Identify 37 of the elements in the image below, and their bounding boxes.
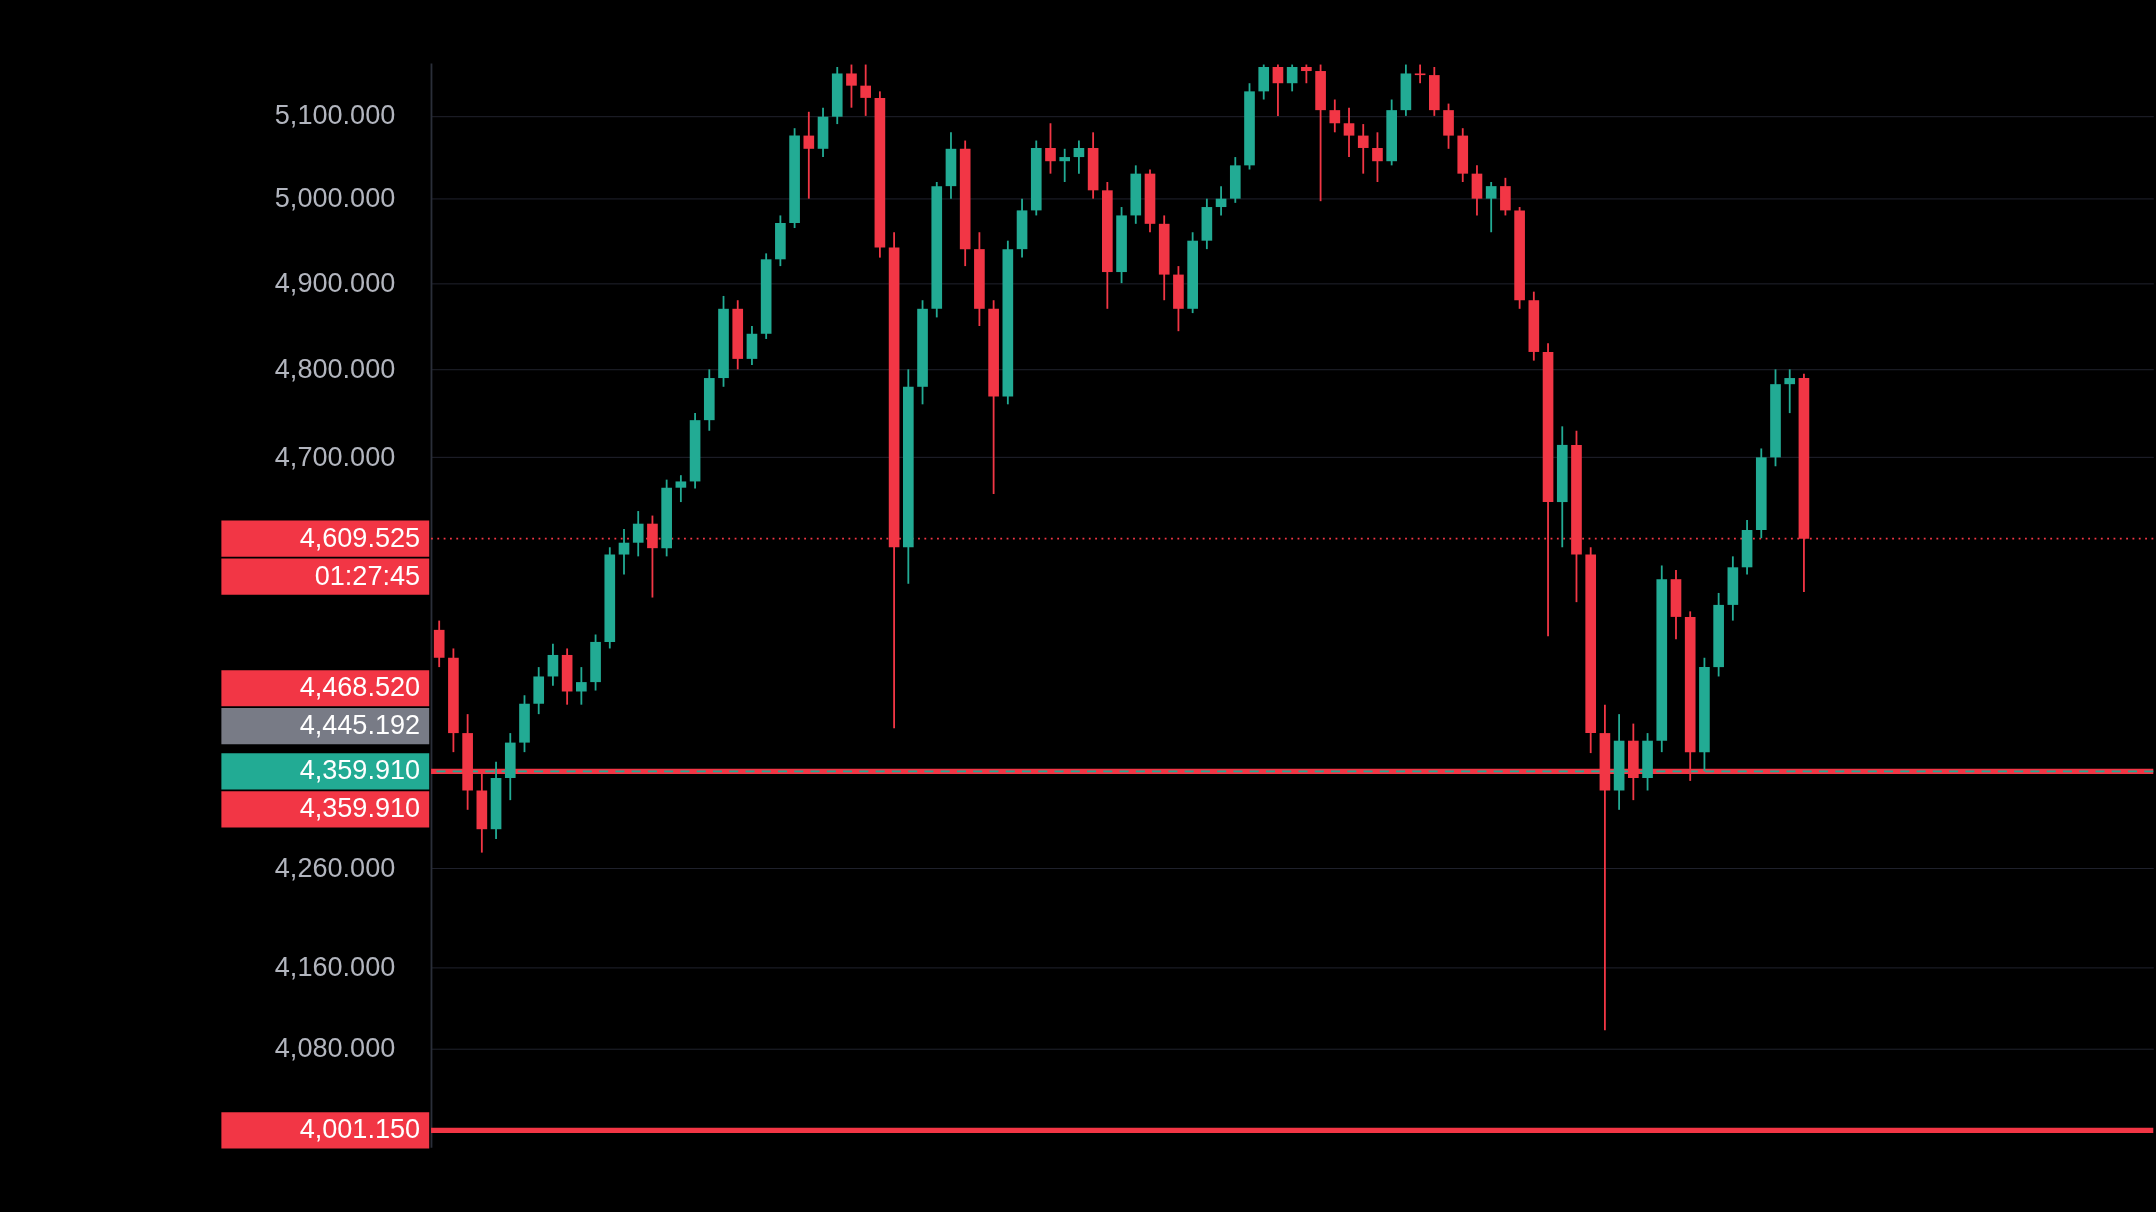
candlestick [632,510,644,558]
ref-line-label: 4,359.910 [299,754,421,786]
candlestick [547,642,559,687]
candlestick [1059,147,1071,183]
candlestick [618,528,630,576]
candlestick [1073,139,1085,175]
y-tick-label: 4,900.000 [274,266,396,298]
ref-line-label: 4,609.525 [299,521,421,553]
candlestick [846,63,857,109]
text: 4,468.520 [299,671,421,703]
ref-line-label: 4,359.910 [299,792,421,824]
ref-line-label: 4,001.150 [299,1113,421,1145]
text: 4,445.192 [299,709,421,741]
y-tick-label: 4,080.000 [274,1032,396,1064]
candlestick [1343,106,1355,158]
y-tick-label: 5,000.000 [274,182,396,214]
candlestick [1784,368,1796,415]
candlestick [803,110,815,200]
candlestick [1414,63,1426,85]
candlestick [576,666,587,706]
candlestick [860,63,871,117]
y-tick-label: 4,700.000 [274,440,396,472]
y-tick-label: 4,160.000 [274,951,396,983]
candlestick [1272,63,1284,117]
candlestick [1485,181,1497,234]
candlestick [1045,122,1056,175]
candlestick [1215,185,1227,217]
candlestick [1372,131,1383,183]
candlestick [1286,63,1298,93]
y-tick-label: 4,800.000 [274,352,396,384]
y-tick-label: 5,100.000 [274,99,396,131]
y-tick-label: 4,260.000 [274,851,396,883]
text: 01:27:45 [314,559,421,591]
candlestick [1357,123,1369,175]
candlestick [675,474,687,503]
candlestick [1329,98,1341,134]
candlestick [1301,63,1312,85]
